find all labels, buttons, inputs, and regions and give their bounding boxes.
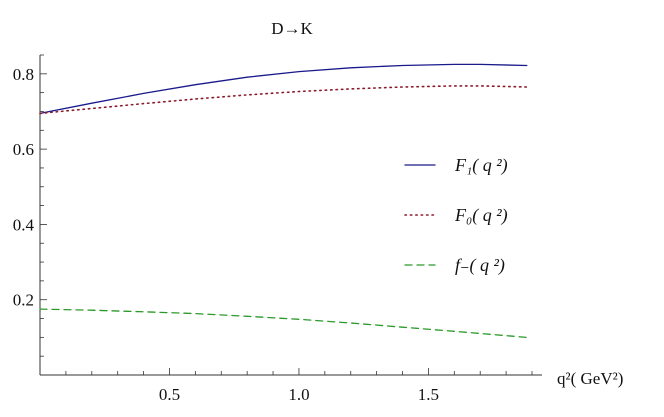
legend-label-2: F₀( q ²) — [454, 205, 508, 226]
series-line-3 — [39, 308, 528, 339]
y-tick-label: 0.6 — [13, 140, 34, 159]
x-tick-label: 1.0 — [288, 385, 309, 404]
x-axis-label-group: q²( GeV²) — [557, 369, 623, 388]
y-tick-label: 0.2 — [13, 291, 34, 310]
legend: F₁( q ²) F₀( q ²) f₋( q ²) — [404, 155, 508, 276]
x-axis-label: q²( GeV²) — [557, 369, 623, 388]
series-layer — [39, 63, 528, 339]
y-tick-label: 0.8 — [13, 65, 34, 84]
series-line-2 — [39, 85, 528, 115]
chart-title: D→K — [271, 19, 313, 38]
legend-label-3: f₋( q ²) — [455, 255, 505, 276]
legend-label-1: F₁( q ²) — [454, 155, 508, 176]
axes-layer: 0.5 1.0 1.5 0.2 0.4 0.6 0.8 — [13, 54, 542, 404]
x-tick-label: 0.5 — [159, 385, 180, 404]
x-tick-label: 1.5 — [418, 385, 439, 404]
series-line-1 — [39, 63, 528, 115]
y-tick-label: 0.4 — [13, 215, 35, 234]
